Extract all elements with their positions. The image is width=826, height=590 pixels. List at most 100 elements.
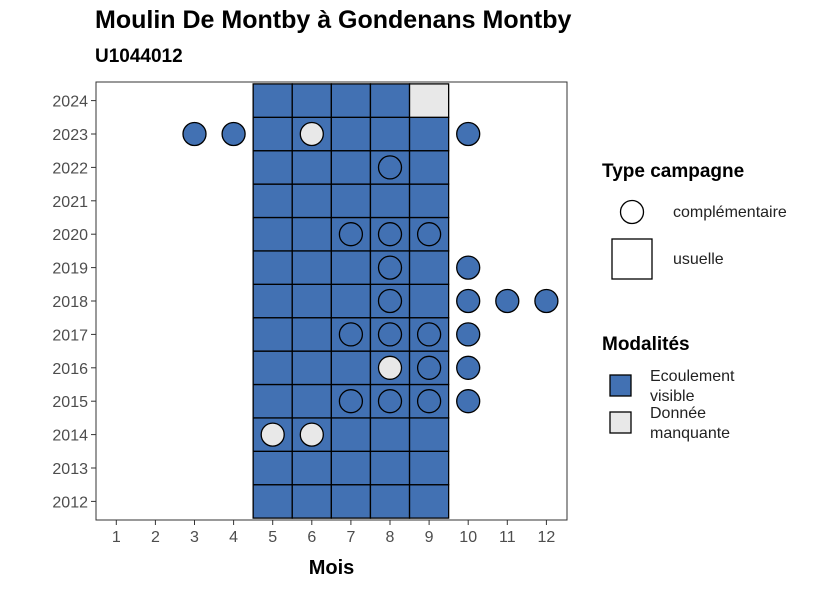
tile-2019-6: [291, 250, 332, 285]
tile-2023-7: [330, 116, 372, 152]
x-tick-label-6: 6: [307, 529, 316, 546]
tile-2021-8: [369, 183, 411, 219]
y-tick-label-2020: 2020: [52, 227, 88, 244]
legend-key-manquante: [609, 411, 632, 434]
x-tick-label-12: 12: [538, 529, 556, 546]
point-2023-4: [221, 121, 246, 147]
tile-2018-9: [408, 283, 450, 319]
point-2015-7: [338, 389, 364, 414]
tile-2024-6: [291, 83, 332, 118]
tile-2012-7: [330, 484, 372, 519]
shape-legend-title: Type campagne: [602, 161, 745, 182]
tile-2018-5: [252, 283, 293, 319]
tile-2024-7: [330, 83, 372, 118]
point-2019-8: [377, 255, 403, 280]
y-tick-label-2013: 2013: [52, 461, 88, 478]
x-tick-label-2: 2: [151, 529, 160, 546]
point-2023-10: [456, 121, 481, 147]
y-tick-label-2016: 2016: [52, 361, 88, 378]
chart-subtitle: U1044012: [95, 46, 183, 67]
tile-2022-5: [252, 150, 293, 185]
x-axis-title: Mois: [309, 557, 355, 579]
x-tick-label-11: 11: [499, 529, 516, 546]
tile-2024-9: [408, 83, 450, 118]
tile-2024-8: [369, 83, 411, 118]
tile-2013-6: [291, 450, 332, 486]
point-2019-10: [456, 255, 481, 280]
point-2015-9: [416, 389, 442, 414]
point-2017-9: [416, 322, 442, 347]
tile-2012-8: [369, 484, 411, 519]
point-2017-10: [456, 322, 481, 347]
y-tick-label-2012: 2012: [52, 494, 88, 511]
y-tick-label-2024: 2024: [52, 94, 88, 111]
point-2017-8: [377, 322, 403, 347]
point-2016-9: [416, 355, 442, 380]
tile-2022-9: [408, 150, 450, 185]
tile-2020-5: [252, 216, 293, 252]
shape-legend-label-usuelle: usuelle: [673, 251, 724, 268]
tile-2024-5: [252, 83, 293, 118]
tile-2020-6: [291, 216, 332, 252]
tile-2017-6: [291, 317, 332, 352]
point-2020-9: [416, 222, 442, 247]
point-2023-6: [299, 121, 324, 147]
x-tick-label-10: 10: [459, 529, 477, 546]
tile-2017-5: [252, 317, 293, 352]
point-2017-7: [338, 322, 364, 347]
tile-2016-5: [252, 350, 293, 386]
tile-2013-9: [408, 450, 450, 486]
tile-2018-6: [291, 283, 332, 319]
tile-2014-8: [369, 417, 411, 452]
point-2015-8: [377, 389, 403, 414]
x-tick-label-7: 7: [346, 529, 355, 546]
tile-2018-7: [330, 283, 372, 319]
tile-2012-5: [252, 484, 293, 519]
chart-title: Moulin De Montby à Gondenans Montby: [95, 6, 572, 34]
y-tick-label-2019: 2019: [52, 261, 88, 278]
x-tick-label-1: 1: [112, 529, 121, 546]
tile-2014-9: [408, 417, 450, 452]
tile-2021-6: [291, 183, 332, 219]
point-2018-12: [534, 288, 559, 314]
y-tick-label-2018: 2018: [52, 294, 88, 311]
color-legend-title: Modalités: [602, 334, 690, 355]
tile-2021-7: [330, 183, 372, 219]
tile-2022-7: [330, 150, 372, 185]
tile-2019-9: [408, 250, 450, 285]
point-2020-7: [338, 222, 364, 247]
tile-2015-6: [291, 383, 332, 419]
legend-key-circle: [619, 199, 645, 225]
y-tick-label-2022: 2022: [52, 160, 88, 177]
y-tick-label-2023: 2023: [52, 127, 88, 144]
x-tick-label-3: 3: [190, 529, 199, 546]
tile-2014-7: [330, 417, 372, 452]
point-2015-10: [456, 389, 481, 414]
tile-2023-5: [252, 116, 293, 152]
x-tick-label-4: 4: [229, 529, 238, 546]
legend-key-ecoulement: [609, 374, 632, 397]
point-2022-8: [377, 155, 403, 180]
tile-2021-5: [252, 183, 293, 219]
point-2018-8: [377, 288, 403, 314]
point-2023-3: [182, 121, 207, 147]
point-2020-8: [377, 222, 403, 247]
x-tick-label-8: 8: [386, 529, 395, 546]
color-legend-label-manquante: Donnée manquante: [650, 405, 731, 442]
legend-key-square: [611, 238, 653, 280]
point-2014-6: [299, 422, 324, 447]
y-tick-label-2017: 2017: [52, 327, 88, 344]
point-2018-10: [456, 288, 481, 314]
x-tick-label-9: 9: [425, 529, 434, 546]
tile-2012-6: [291, 484, 332, 519]
point-2016-8: [377, 355, 403, 380]
tile-2013-5: [252, 450, 293, 486]
y-tick-label-2015: 2015: [52, 394, 88, 411]
tile-2019-7: [330, 250, 372, 285]
x-tick-label-5: 5: [268, 529, 277, 546]
shape-legend-label-complementaire: complémentaire: [673, 204, 787, 221]
y-tick-label-2021: 2021: [52, 194, 88, 211]
point-2018-11: [495, 288, 520, 314]
tile-2019-5: [252, 250, 293, 285]
